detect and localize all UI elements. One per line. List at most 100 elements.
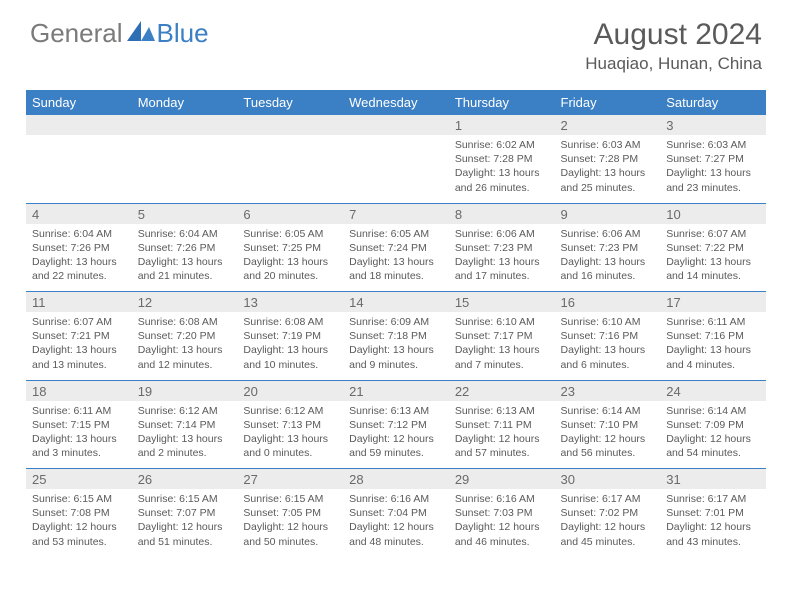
daylight-line: Daylight: 13 hours and 17 minutes. <box>455 255 549 283</box>
sunset-label: Sunset: <box>32 507 68 519</box>
sunset-label: Sunset: <box>561 419 597 431</box>
sunrise-line: Sunrise: 6:06 AM <box>561 227 655 241</box>
daylight-line: Daylight: 13 hours and 7 minutes. <box>455 343 549 371</box>
daylight-label: Daylight: <box>138 433 179 445</box>
daylight-line: Daylight: 13 hours and 22 minutes. <box>32 255 126 283</box>
sunrise-value: 6:15 AM <box>285 493 324 505</box>
date-row: 45678910 <box>26 203 766 224</box>
sunset-line: Sunset: 7:23 PM <box>561 241 655 255</box>
info-cell: Sunrise: 6:17 AMSunset: 7:02 PMDaylight:… <box>555 489 661 557</box>
daylight-line: Daylight: 12 hours and 43 minutes. <box>666 520 760 548</box>
daylight-label: Daylight: <box>561 433 602 445</box>
day-header: Thursday <box>449 90 555 115</box>
sunrise-value: 6:04 AM <box>179 228 218 240</box>
date-cell: 14 <box>343 292 449 313</box>
sunset-line: Sunset: 7:10 PM <box>561 418 655 432</box>
day-header: Friday <box>555 90 661 115</box>
info-cell: Sunrise: 6:06 AMSunset: 7:23 PMDaylight:… <box>449 224 555 292</box>
date-number: 26 <box>138 472 152 487</box>
info-row: Sunrise: 6:11 AMSunset: 7:15 PMDaylight:… <box>26 401 766 469</box>
daylight-line: Daylight: 12 hours and 59 minutes. <box>349 432 443 460</box>
header: General Blue August 2024 Huaqiao, Hunan,… <box>0 0 792 82</box>
sunrise-line: Sunrise: 6:07 AM <box>666 227 760 241</box>
date-number: 20 <box>243 384 257 399</box>
sunset-label: Sunset: <box>243 330 279 342</box>
sunset-value: 7:16 PM <box>705 330 744 342</box>
daylight-label: Daylight: <box>561 167 602 179</box>
sunset-value: 7:20 PM <box>176 330 215 342</box>
daylight-line: Daylight: 12 hours and 45 minutes. <box>561 520 655 548</box>
date-number: 2 <box>561 118 568 133</box>
daylight-label: Daylight: <box>455 521 496 533</box>
sunrise-label: Sunrise: <box>666 139 705 151</box>
info-cell: Sunrise: 6:13 AMSunset: 7:11 PMDaylight:… <box>449 401 555 469</box>
day-header: Tuesday <box>237 90 343 115</box>
date-cell: 5 <box>132 203 238 224</box>
sunset-value: 7:17 PM <box>493 330 532 342</box>
date-cell: 6 <box>237 203 343 224</box>
sunrise-label: Sunrise: <box>561 405 600 417</box>
sunrise-line: Sunrise: 6:10 AM <box>455 315 549 329</box>
sunrise-label: Sunrise: <box>138 493 177 505</box>
daylight-label: Daylight: <box>455 344 496 356</box>
daylight-line: Daylight: 12 hours and 56 minutes. <box>561 432 655 460</box>
daylight-label: Daylight: <box>32 256 73 268</box>
date-cell: 30 <box>555 469 661 490</box>
sunset-label: Sunset: <box>561 153 597 165</box>
sunset-value: 7:23 PM <box>599 242 638 254</box>
sunrise-label: Sunrise: <box>455 493 494 505</box>
sunset-label: Sunset: <box>455 242 491 254</box>
sunset-value: 7:05 PM <box>282 507 321 519</box>
location: Huaqiao, Hunan, China <box>585 54 762 74</box>
sunrise-value: 6:10 AM <box>602 316 641 328</box>
daylight-line: Daylight: 13 hours and 4 minutes. <box>666 343 760 371</box>
sunset-value: 7:25 PM <box>282 242 321 254</box>
date-number: 28 <box>349 472 363 487</box>
daylight-label: Daylight: <box>666 433 707 445</box>
daylight-line: Daylight: 12 hours and 50 minutes. <box>243 520 337 548</box>
sunrise-line: Sunrise: 6:12 AM <box>138 404 232 418</box>
date-number: 16 <box>561 295 575 310</box>
info-cell: Sunrise: 6:03 AMSunset: 7:28 PMDaylight:… <box>555 135 661 203</box>
date-number: 18 <box>32 384 46 399</box>
date-number: 17 <box>666 295 680 310</box>
sunset-label: Sunset: <box>32 330 68 342</box>
date-cell <box>26 115 132 135</box>
date-cell: 3 <box>660 115 766 135</box>
logo-text-blue: Blue <box>157 18 209 49</box>
daylight-line: Daylight: 12 hours and 51 minutes. <box>138 520 232 548</box>
date-cell <box>132 115 238 135</box>
daylight-label: Daylight: <box>561 521 602 533</box>
sunrise-value: 6:14 AM <box>708 405 747 417</box>
date-cell: 29 <box>449 469 555 490</box>
daylight-line: Daylight: 13 hours and 3 minutes. <box>32 432 126 460</box>
date-number: 24 <box>666 384 680 399</box>
sunset-label: Sunset: <box>349 507 385 519</box>
info-cell: Sunrise: 6:07 AMSunset: 7:21 PMDaylight:… <box>26 312 132 380</box>
sunset-label: Sunset: <box>138 242 174 254</box>
sunrise-value: 6:14 AM <box>602 405 641 417</box>
sunset-label: Sunset: <box>243 419 279 431</box>
sunrise-label: Sunrise: <box>243 493 282 505</box>
sunrise-line: Sunrise: 6:17 AM <box>666 492 760 506</box>
sunrise-value: 6:11 AM <box>73 405 111 417</box>
daylight-label: Daylight: <box>243 433 284 445</box>
sunset-label: Sunset: <box>349 330 385 342</box>
date-row: 25262728293031 <box>26 469 766 490</box>
sunrise-label: Sunrise: <box>349 493 388 505</box>
day-header: Sunday <box>26 90 132 115</box>
sunrise-line: Sunrise: 6:04 AM <box>138 227 232 241</box>
date-number: 19 <box>138 384 152 399</box>
sunrise-label: Sunrise: <box>32 405 71 417</box>
info-cell: Sunrise: 6:14 AMSunset: 7:10 PMDaylight:… <box>555 401 661 469</box>
info-cell: Sunrise: 6:15 AMSunset: 7:05 PMDaylight:… <box>237 489 343 557</box>
sunrise-value: 6:04 AM <box>73 228 112 240</box>
date-number: 12 <box>138 295 152 310</box>
sunset-label: Sunset: <box>561 507 597 519</box>
sunset-value: 7:10 PM <box>599 419 638 431</box>
date-cell: 8 <box>449 203 555 224</box>
date-cell: 11 <box>26 292 132 313</box>
sunset-value: 7:12 PM <box>388 419 427 431</box>
daylight-label: Daylight: <box>666 344 707 356</box>
date-cell: 17 <box>660 292 766 313</box>
